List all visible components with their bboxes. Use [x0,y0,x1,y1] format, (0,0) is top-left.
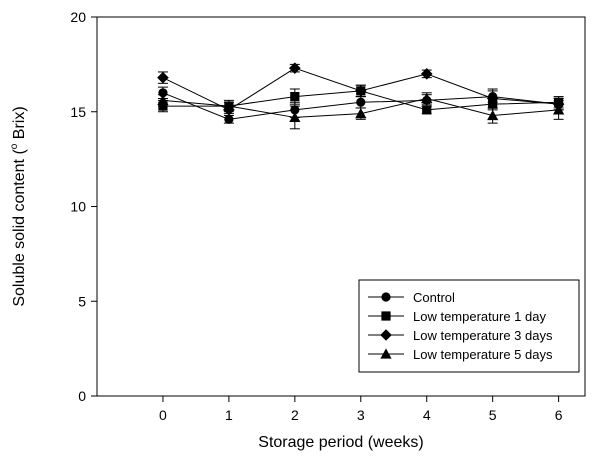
data-point [355,108,367,119]
y-axis-ticks: 0 5 10 15 20 [70,9,97,404]
legend-marker [381,311,391,321]
data-point [290,91,300,102]
data-point [420,68,433,80]
legend-label: Low temperature 1 day [413,309,546,324]
legend-item: Low temperature 5 days [368,347,553,362]
y-tick-label: 15 [70,104,86,120]
data-point [354,85,367,97]
y-axis-label-degree: o [9,143,20,149]
legend-marker [380,329,392,341]
y-tick-label: 0 [78,388,86,404]
data-point [356,97,366,107]
series-triangle [157,92,565,130]
data-point [421,92,433,104]
legend-box [358,279,580,373]
legend-label: Low temperature 3 days [413,328,553,343]
data-point [157,94,169,105]
x-axis-label: Storage period (weeks) [258,434,423,451]
data-point [486,92,499,105]
legend-label: Control [413,290,455,305]
data-point [224,114,234,124]
y-axis-label-suffix: Brix) [11,106,28,143]
legend-item: Low temperature 1 day [368,309,546,324]
data-point [289,62,301,74]
y-tick-label: 10 [70,199,86,215]
x-tick-label: 3 [357,407,365,423]
legend-marker [380,348,392,359]
series-group [157,62,565,130]
x-tick-label: 1 [225,407,233,423]
x-tick-label: 0 [159,407,167,423]
legend-label: Low temperature 5 days [413,347,553,362]
y-axis-label-prefix: Soluble solid content ( [11,149,28,307]
data-point [553,104,565,115]
legend: Control Low temperature 1 day Low temperat… [358,279,580,373]
y-axis-label: Soluble solid content (o Brix) [9,106,28,306]
data-point [157,71,169,84]
x-axis-ticks: 0 1 2 3 4 5 6 [159,396,563,423]
x-tick-label: 5 [489,407,497,423]
data-point [223,100,235,111]
legend-item: Control [368,290,455,305]
y-tick-label: 20 [70,9,86,25]
y-tick-label: 5 [78,293,86,309]
data-point [289,111,301,123]
x-tick-label: 2 [291,407,299,423]
x-tick-label: 4 [423,407,431,423]
legend-marker [381,292,391,302]
x-tick-label: 6 [555,407,563,423]
legend-item: Low temperature 3 days [368,328,553,343]
data-point [487,109,499,121]
data-point [422,105,432,115]
